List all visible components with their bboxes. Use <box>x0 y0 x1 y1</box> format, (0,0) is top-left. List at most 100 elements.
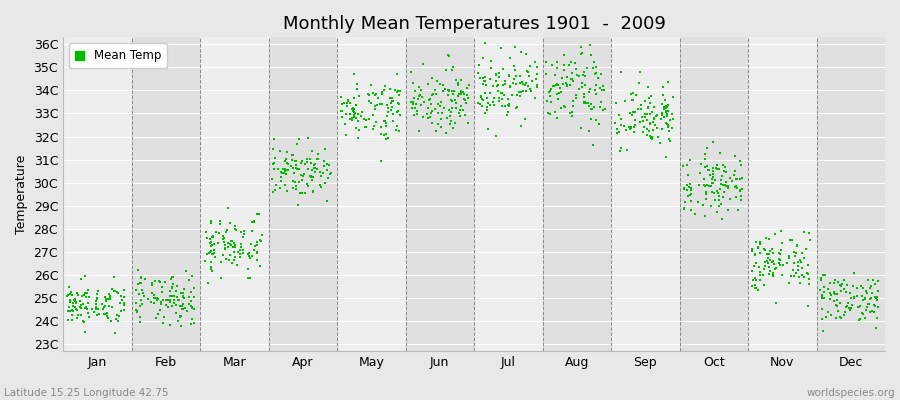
Point <box>339 103 354 110</box>
Point <box>547 109 562 115</box>
Point <box>748 252 762 259</box>
Point <box>650 112 664 119</box>
Point <box>292 136 306 142</box>
Point <box>156 320 170 326</box>
Point <box>206 246 220 253</box>
Point <box>378 118 392 124</box>
Point <box>226 243 240 250</box>
Point <box>434 124 448 130</box>
Point <box>863 296 878 302</box>
Point <box>799 270 814 276</box>
Point <box>136 289 150 296</box>
Point <box>494 90 508 97</box>
Point <box>775 240 789 246</box>
Point <box>107 288 122 294</box>
Bar <box>406 37 474 351</box>
Point <box>769 300 783 306</box>
Point <box>438 130 453 136</box>
Point <box>286 185 301 191</box>
Point <box>349 81 364 87</box>
Point <box>580 100 595 106</box>
Point <box>102 302 116 309</box>
Point <box>176 293 191 300</box>
Point <box>479 82 493 88</box>
Point <box>827 277 842 284</box>
Point <box>509 105 524 111</box>
Point <box>76 318 90 325</box>
Point <box>586 65 600 71</box>
Point <box>823 296 837 302</box>
Point <box>364 81 378 88</box>
Point <box>292 166 307 172</box>
Point <box>155 284 169 290</box>
Point <box>173 312 187 319</box>
Point <box>680 182 694 188</box>
Point <box>817 289 832 296</box>
Point <box>614 69 628 75</box>
Point <box>512 89 526 95</box>
Point <box>406 80 420 86</box>
Point <box>102 291 116 298</box>
Point <box>489 77 503 84</box>
Point <box>435 110 449 116</box>
Point <box>253 237 267 244</box>
Point <box>594 99 608 105</box>
Point <box>554 75 569 82</box>
Point <box>623 125 637 132</box>
Point <box>64 289 78 296</box>
Point <box>843 305 858 312</box>
Point <box>710 162 724 168</box>
Point <box>186 294 201 300</box>
Point <box>661 102 675 108</box>
Point <box>708 197 723 204</box>
Point <box>169 309 184 316</box>
Point <box>734 187 748 193</box>
Point <box>222 220 237 226</box>
Point <box>182 277 196 284</box>
Point <box>346 70 361 77</box>
Point <box>454 77 468 83</box>
Point <box>481 126 495 133</box>
Point <box>452 91 466 97</box>
Point <box>824 292 838 298</box>
Point <box>338 111 353 118</box>
Point <box>340 100 355 106</box>
Point <box>358 124 373 130</box>
Point <box>662 122 676 129</box>
Point <box>365 112 380 118</box>
Point <box>80 290 94 296</box>
Point <box>723 196 737 202</box>
Point <box>860 304 874 310</box>
Point <box>90 296 104 302</box>
Point <box>589 91 603 98</box>
Point <box>98 311 112 317</box>
Point <box>460 92 474 99</box>
Point <box>489 70 503 77</box>
Point <box>626 128 641 135</box>
Point <box>640 116 654 123</box>
Point <box>237 234 251 240</box>
Point <box>165 284 179 290</box>
Point <box>374 100 389 107</box>
Point <box>518 82 532 88</box>
Point <box>92 311 106 317</box>
Point <box>457 96 472 102</box>
Point <box>748 274 762 281</box>
Point <box>231 248 246 255</box>
Point <box>216 252 230 258</box>
Point <box>403 69 418 76</box>
Point <box>176 301 191 307</box>
Point <box>166 274 180 280</box>
Point <box>756 272 770 278</box>
Point <box>368 106 382 112</box>
Point <box>230 262 245 268</box>
Point <box>550 91 564 97</box>
Point <box>207 240 221 247</box>
Point <box>529 64 544 70</box>
Point <box>516 79 530 85</box>
Point <box>100 312 114 319</box>
Point <box>164 276 178 283</box>
Point <box>790 258 805 265</box>
Point <box>73 298 87 305</box>
Point <box>343 99 357 106</box>
